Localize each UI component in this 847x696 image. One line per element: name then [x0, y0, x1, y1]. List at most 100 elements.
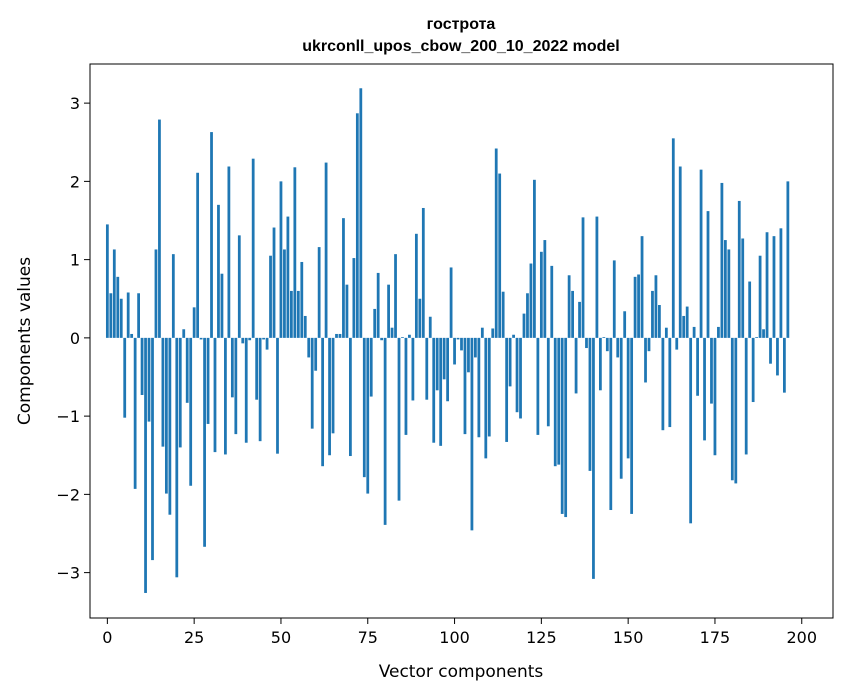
- bar-142: [598, 337, 602, 391]
- bar-91: [421, 207, 425, 338]
- bar-18: [168, 337, 172, 515]
- bar-190: [765, 232, 769, 338]
- bar-78: [376, 272, 380, 338]
- bar-30: [210, 132, 213, 338]
- bar-55: [296, 290, 300, 338]
- bar-106: [474, 337, 477, 358]
- bar-21: [178, 337, 182, 448]
- bar-85: [401, 337, 404, 338]
- bar-108: [480, 327, 484, 338]
- bar-54: [293, 167, 297, 338]
- bar-173: [706, 211, 710, 338]
- bar-92: [425, 337, 429, 400]
- bar-151: [630, 337, 634, 514]
- bar-150: [626, 337, 630, 459]
- bar-81: [387, 284, 390, 338]
- bar-131: [560, 337, 564, 514]
- bar-162: [668, 337, 672, 428]
- bar-11: [144, 337, 147, 593]
- bar-165: [678, 166, 682, 338]
- bar-166: [682, 315, 686, 338]
- bar-29: [206, 337, 210, 424]
- bar-39: [241, 337, 245, 344]
- bar-82: [390, 327, 394, 338]
- bar-41: [248, 337, 252, 341]
- chart-subtitle: ukrconll_upos_cbow_200_10_2022 model: [302, 38, 619, 55]
- bar-193: [776, 337, 779, 376]
- bar-28: [203, 337, 206, 547]
- bar-97: [442, 337, 446, 380]
- bar-105: [470, 337, 474, 531]
- bar-130: [557, 337, 561, 465]
- bar-35: [227, 166, 231, 338]
- bar-9: [137, 293, 140, 338]
- bar-67: [338, 333, 342, 338]
- bar-177: [720, 182, 724, 338]
- bar-170: [696, 337, 699, 396]
- bar-133: [567, 275, 571, 338]
- bar-series: [105, 88, 790, 593]
- bar-135: [574, 337, 578, 394]
- bar-63: [324, 162, 328, 338]
- bar-160: [661, 337, 665, 431]
- bar-184: [744, 337, 748, 455]
- bar-128: [550, 265, 554, 338]
- bar-74: [362, 337, 366, 478]
- y-tick-label: −1: [56, 407, 80, 426]
- bar-107: [477, 337, 481, 438]
- y-tick-label: −3: [56, 564, 80, 583]
- bar-126: [543, 240, 547, 338]
- bar-148: [619, 337, 623, 479]
- bar-4: [119, 298, 123, 338]
- bar-36: [230, 337, 234, 398]
- bar-69: [345, 284, 349, 338]
- bar-185: [748, 281, 752, 338]
- bar-58: [307, 337, 311, 358]
- bar-136: [578, 301, 581, 338]
- bar-147: [616, 337, 620, 358]
- bar-159: [658, 305, 661, 338]
- bar-101: [456, 337, 460, 340]
- bar-1: [109, 293, 113, 338]
- bar-75: [366, 337, 370, 494]
- bar-120: [522, 313, 526, 338]
- bar-194: [779, 228, 783, 338]
- bar-86: [404, 337, 408, 435]
- bar-80: [383, 337, 387, 525]
- bar-96: [439, 337, 443, 446]
- bar-102: [460, 337, 463, 351]
- bar-111: [491, 328, 495, 338]
- bar-134: [571, 290, 574, 338]
- bar-125: [539, 251, 543, 338]
- bar-73: [359, 88, 363, 338]
- bar-196: [786, 181, 790, 338]
- bar-20: [175, 337, 179, 578]
- bar-10: [140, 337, 144, 395]
- bar-152: [633, 276, 637, 338]
- bar-12: [147, 337, 151, 422]
- bar-37: [234, 337, 238, 435]
- bar-95: [435, 337, 439, 391]
- bar-53: [289, 290, 293, 338]
- x-tick-label: 150: [613, 628, 644, 647]
- bar-94: [432, 337, 436, 443]
- x-tick-label: 125: [526, 628, 557, 647]
- chart-title: гострота: [427, 16, 496, 33]
- bar-42: [251, 158, 255, 338]
- bar-56: [300, 261, 304, 338]
- y-tick-label: 0: [70, 329, 80, 348]
- bar-45: [262, 337, 265, 340]
- bar-23: [185, 337, 189, 403]
- bar-48: [272, 227, 276, 338]
- bar-137: [581, 217, 585, 338]
- bar-153: [637, 274, 640, 338]
- bar-89: [414, 233, 418, 338]
- bar-64: [328, 337, 331, 456]
- bar-161: [664, 327, 668, 338]
- bar-87: [408, 334, 411, 338]
- bar-127: [546, 337, 550, 427]
- bar-115: [505, 337, 509, 442]
- bar-16: [161, 337, 165, 447]
- x-tick-label: 75: [358, 628, 378, 647]
- bar-122: [529, 263, 533, 338]
